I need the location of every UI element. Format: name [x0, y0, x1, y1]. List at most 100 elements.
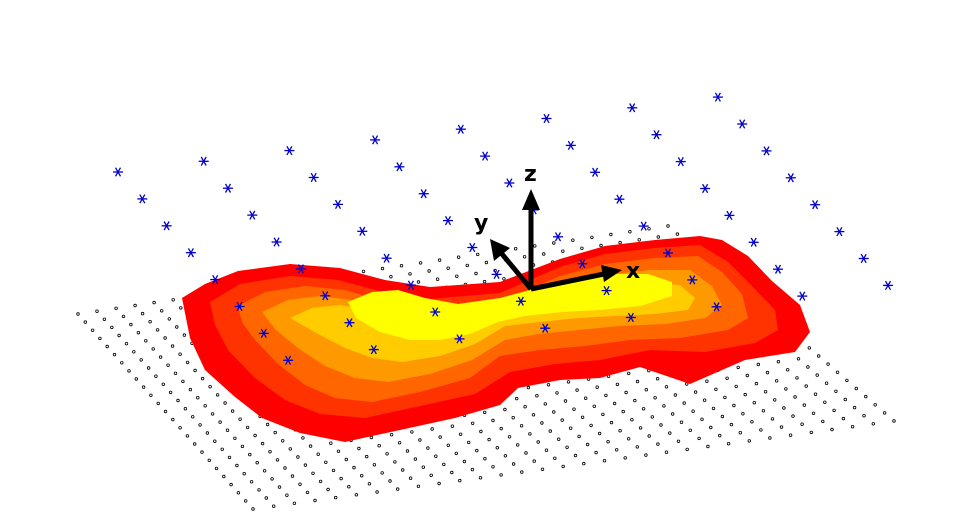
marker-asterisk [797, 291, 808, 301]
ground-dot [418, 261, 423, 265]
ground-dot [526, 385, 531, 390]
ground-dot [442, 462, 446, 467]
ground-dot [90, 328, 95, 332]
ground-dot [243, 499, 248, 503]
ground-dot [552, 410, 556, 414]
ground-dot [334, 495, 338, 500]
ground-dot [200, 376, 205, 381]
ground-dot [385, 452, 389, 456]
ground-dot [326, 487, 330, 492]
coordinate-triad: x y z [474, 162, 640, 292]
ground-dot [170, 344, 175, 348]
ground-dot [560, 418, 564, 422]
ground-dot [628, 229, 632, 234]
ground-dot [795, 376, 799, 380]
ground-dot [208, 385, 212, 389]
ground-dot [120, 361, 124, 365]
ground-dot [788, 433, 793, 437]
ground-dot [308, 444, 313, 448]
ground-dot [324, 460, 328, 464]
ground-dot [161, 382, 165, 386]
marker-asterisk [333, 199, 343, 210]
ground-dot [590, 235, 594, 240]
marker-asterisk [455, 124, 466, 134]
ground-dot [711, 406, 716, 411]
ground-dot [339, 476, 343, 481]
ground-dot [633, 398, 637, 403]
ground-dot [852, 405, 857, 410]
ground-dot [566, 380, 571, 384]
ground-dot [203, 404, 207, 408]
ground-dot [167, 317, 171, 321]
ground-dot [664, 450, 669, 454]
ground-dot [375, 490, 379, 494]
ground-dot [121, 314, 126, 319]
ground-dot [354, 493, 359, 497]
marker-asterisk [785, 173, 796, 183]
ground-dot [458, 478, 462, 483]
ground-dot [437, 481, 441, 486]
ground-dot [644, 453, 648, 457]
ground-dot [691, 409, 695, 413]
ground-dot [175, 325, 179, 329]
marker-asterisk [467, 242, 478, 253]
ground-dot [367, 482, 372, 486]
ground-dot [561, 464, 565, 469]
ground-dot [236, 491, 241, 495]
ground-dot [514, 246, 518, 251]
ground-dot [873, 403, 877, 407]
ground-dot [796, 357, 801, 361]
ground-dot [533, 244, 537, 248]
ground-dot [456, 255, 461, 259]
marker-asterisk [234, 301, 245, 312]
ground-dot [277, 485, 282, 489]
ground-dot [647, 227, 651, 231]
ground-dot [465, 263, 469, 268]
ground-dot [835, 370, 840, 374]
ground-dot [561, 249, 565, 253]
ground-dot [577, 434, 581, 439]
ground-dot [225, 428, 230, 432]
ground-dot [601, 412, 605, 417]
marker-asterisk [394, 162, 405, 172]
ground-dot [782, 406, 786, 410]
ground-dot [265, 422, 270, 427]
ground-dot [557, 437, 561, 441]
ground-dot [102, 317, 107, 321]
ground-dot [149, 393, 153, 397]
marker-asterisk [724, 210, 735, 221]
ground-dot [775, 379, 779, 383]
ground-dot [393, 460, 397, 464]
ground-dot [627, 437, 631, 441]
marker-asterisk [308, 172, 319, 183]
ground-dot [253, 433, 257, 438]
ground-dot [316, 452, 320, 456]
marker-asterisk [590, 167, 601, 177]
ground-dot [871, 422, 875, 426]
marker-asterisk [883, 280, 893, 291]
ground-dot [635, 379, 640, 384]
ground-dot [183, 407, 188, 411]
ground-dot [647, 434, 651, 438]
marker-asterisk [504, 178, 515, 188]
ground-dot [511, 416, 515, 420]
ground-dot [114, 306, 118, 310]
marker-asterisk [638, 221, 649, 231]
ground-dot [249, 480, 254, 484]
ground-dot [725, 376, 729, 380]
ground-dot [430, 427, 434, 431]
ground-dot [264, 496, 268, 500]
ground-dot [572, 407, 576, 411]
ground-dot [563, 399, 568, 403]
ground-dot [163, 409, 168, 414]
ground-dot [779, 425, 784, 429]
ground-dot [185, 434, 190, 438]
ground-dot [693, 390, 698, 394]
ground-dot [679, 420, 684, 424]
marker-asterisk [210, 274, 221, 285]
ground-dot [105, 344, 109, 349]
ground-dot [630, 418, 634, 422]
ground-dot [540, 421, 544, 425]
ground-dot [365, 454, 369, 459]
ground-dot [594, 450, 598, 455]
